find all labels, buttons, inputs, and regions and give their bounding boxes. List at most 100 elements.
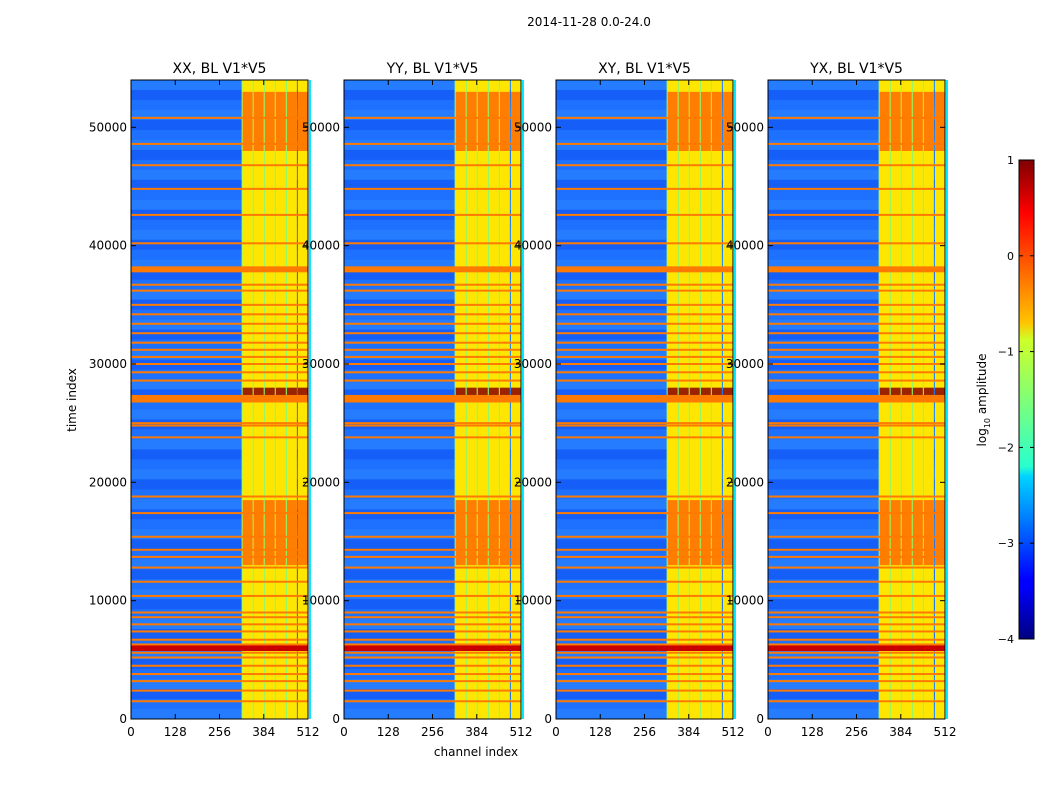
- noise-row: [131, 479, 308, 490]
- y-tick-label: 50000: [302, 120, 340, 134]
- hot-block: [700, 500, 711, 566]
- noise-row: [131, 369, 308, 380]
- noise-row: [768, 569, 945, 580]
- hot-block: [242, 500, 253, 566]
- noise-row: [344, 89, 521, 100]
- noise-row: [556, 589, 733, 600]
- x-tick-label: 128: [377, 725, 400, 739]
- hot-block: [934, 387, 945, 400]
- hot-block: [711, 91, 722, 151]
- noise-row: [768, 559, 945, 570]
- y-tick-label: 0: [332, 712, 340, 726]
- noise-row: [768, 149, 945, 160]
- hot-block: [242, 91, 253, 151]
- noise-row: [344, 589, 521, 600]
- hot-block: [901, 91, 912, 151]
- hot-block: [934, 500, 945, 566]
- noise-row: [556, 469, 733, 480]
- rfi-band: [768, 213, 945, 216]
- rfi-band: [131, 303, 308, 306]
- rfi-band: [131, 555, 308, 558]
- rfi-band: [768, 611, 945, 614]
- noise-row: [556, 429, 733, 440]
- noise-row: [768, 649, 945, 660]
- noise-row: [344, 129, 521, 140]
- noise-row: [131, 199, 308, 210]
- noise-row: [768, 439, 945, 450]
- noise-row: [556, 519, 733, 530]
- noise-row: [344, 689, 521, 700]
- hot-block: [275, 387, 286, 400]
- hot-block: [722, 91, 733, 151]
- hot-block: [912, 91, 923, 151]
- noise-row: [556, 649, 733, 660]
- rfi-band: [556, 396, 733, 403]
- hot-block: [286, 91, 297, 151]
- noise-row: [556, 499, 733, 510]
- hot-block: [890, 387, 901, 400]
- noise-row: [556, 369, 733, 380]
- noise-row: [131, 689, 308, 700]
- rfi-band: [131, 548, 308, 551]
- rfi-band: [131, 594, 308, 597]
- rfi-band: [768, 535, 945, 538]
- noise-row: [556, 129, 733, 140]
- colorbar-gradient: [1018, 159, 1035, 640]
- noise-row: [131, 649, 308, 660]
- rfi-band: [556, 580, 733, 583]
- noise-row: [556, 269, 733, 280]
- rfi-band: [131, 680, 308, 683]
- hot-block: [667, 500, 678, 566]
- noise-row: [556, 249, 733, 260]
- rfi-band: [556, 187, 733, 190]
- rfi-band: [344, 348, 521, 351]
- panel-title: XY, BL V1*V5: [598, 61, 691, 77]
- rfi-band: [556, 371, 733, 374]
- noise-row: [344, 599, 521, 610]
- x-tick-label: 384: [889, 725, 912, 739]
- rfi-band: [131, 313, 308, 316]
- noise-row: [768, 179, 945, 190]
- noise-row: [344, 189, 521, 200]
- rfi-band: [556, 548, 733, 551]
- noise-row: [556, 99, 733, 110]
- rfi-band: [344, 164, 521, 167]
- noise-row: [556, 109, 733, 120]
- rfi-band: [768, 594, 945, 597]
- rfi-band: [344, 283, 521, 286]
- hot-block: [667, 91, 678, 151]
- noise-row: [768, 129, 945, 140]
- rfi-band: [344, 341, 521, 344]
- rfi-band: [556, 535, 733, 538]
- noise-row: [344, 389, 521, 400]
- noise-row: [556, 219, 733, 230]
- noise-row: [344, 119, 521, 130]
- noise-row: [556, 599, 733, 610]
- rfi-band: [131, 283, 308, 286]
- noise-row: [768, 429, 945, 440]
- x-tick-label: 256: [208, 725, 231, 739]
- panel-3: XY, BL V1*V5 0 128 256 384 512 0 10000 20000 3000…: [514, 61, 745, 739]
- rfi-band: [556, 424, 733, 427]
- figure-suptitle: 2014-11-28 0.0-24.0: [527, 15, 651, 29]
- rfi-band: [768, 643, 945, 646]
- rfi-band: [344, 645, 521, 651]
- noise-row: [768, 119, 945, 130]
- noise-row: [556, 329, 733, 340]
- noise-row: [556, 679, 733, 690]
- rfi-band: [344, 651, 521, 654]
- rfi-band: [131, 656, 308, 659]
- rfi-band: [768, 495, 945, 498]
- x-tick-label: 384: [252, 725, 275, 739]
- hot-block: [923, 91, 934, 151]
- rfi-band: [344, 566, 521, 569]
- rfi-band: [131, 638, 308, 641]
- rfi-band: [768, 651, 945, 654]
- rfi-band: [556, 289, 733, 292]
- rfi-band: [131, 164, 308, 167]
- rfi-band: [344, 643, 521, 646]
- x-tick-label: 512: [934, 725, 957, 739]
- rfi-band: [344, 689, 521, 692]
- rfi-band: [344, 616, 521, 619]
- noise-row: [556, 89, 733, 100]
